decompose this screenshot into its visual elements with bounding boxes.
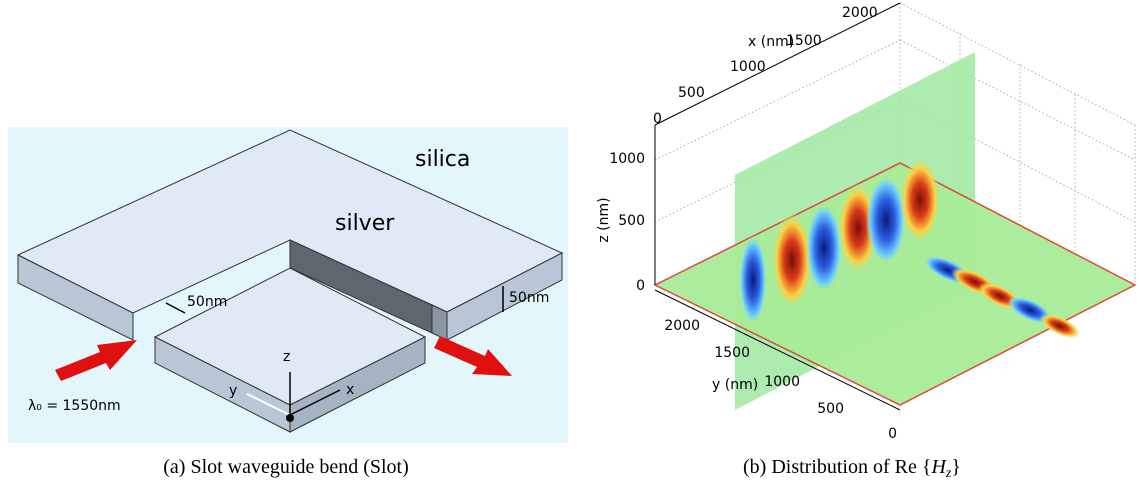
material-label: silver xyxy=(335,211,395,236)
tick-label: 1500 xyxy=(786,33,822,49)
figure: silica silver 50nm 50nm z y x λ₀ = 1550n… xyxy=(0,0,1139,488)
tick-label: 0 xyxy=(636,278,645,294)
axis-title: z (nm) xyxy=(596,197,612,242)
tick-label: 0 xyxy=(888,426,897,442)
axis-label: y xyxy=(229,383,237,399)
axis-label: z xyxy=(283,349,290,365)
dimension-label: 50nm xyxy=(187,294,227,310)
tick-label: 2000 xyxy=(842,5,878,21)
tick-label: 1000 xyxy=(764,374,800,390)
caption: (b) Distribution of Re {Hz} xyxy=(743,456,961,481)
tick-label: 1000 xyxy=(730,59,766,75)
tick-label: 500 xyxy=(618,213,645,229)
tick-label: 500 xyxy=(678,85,705,101)
tick-label: 0 xyxy=(653,111,662,127)
dimension-label: 50nm xyxy=(509,290,549,306)
tick-label: 1000 xyxy=(609,151,645,167)
tick-label: 1500 xyxy=(714,345,750,361)
tick-label: 2000 xyxy=(664,318,700,334)
material-label: silica xyxy=(415,147,470,172)
origin xyxy=(286,414,294,422)
panel-a: silica silver 50nm 50nm z y x λ₀ = 1550n… xyxy=(8,127,568,478)
axis-title: y (nm) xyxy=(712,377,758,393)
axis-label: x xyxy=(346,382,354,398)
panel-b: x (nm) z (nm) y (nm) (b) Distribution of… xyxy=(596,3,1135,481)
caption: (a) Slot waveguide bend (Slot) xyxy=(163,456,409,478)
tick-label: 500 xyxy=(817,401,844,417)
wavelength-label: λ₀ = 1550nm xyxy=(28,398,121,414)
